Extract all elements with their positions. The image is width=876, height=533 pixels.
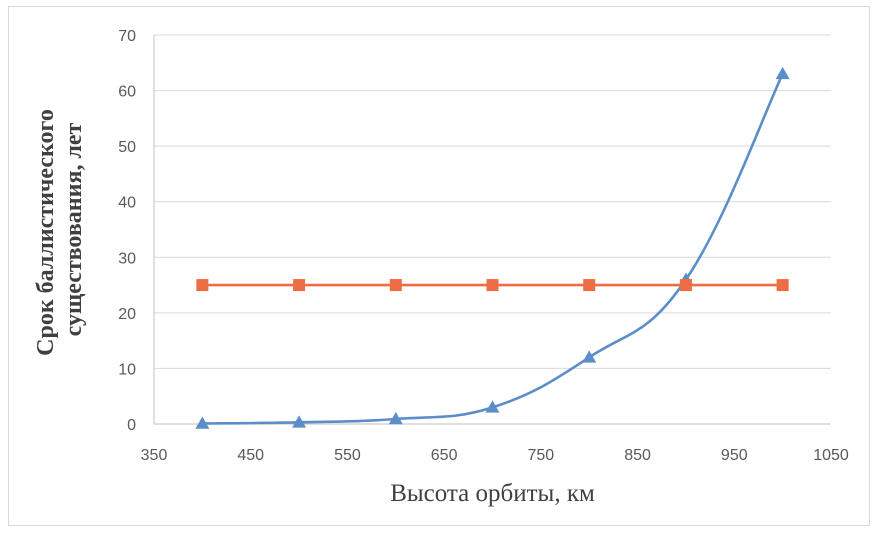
y-tick-label-0: 0 [127, 417, 136, 434]
x-tick-label-650: 650 [431, 447, 458, 464]
y-axis-title: Срок баллистического существования, лет [33, 103, 87, 356]
y-axis-title-line-2: существования, лет [61, 122, 87, 336]
series-0-point-800 [582, 350, 597, 363]
x-tick-labels: 350 450 550 650 750 850 950 1050 [141, 447, 849, 464]
series-0-point-700 [485, 400, 500, 413]
y-axis-title-line-1: Срок баллистического [33, 109, 59, 356]
y-tick-label-30: 30 [118, 250, 136, 267]
data-series [195, 66, 790, 429]
y-tick-label-60: 60 [118, 84, 136, 101]
line-chart: 0 10 20 30 40 50 60 70 350 450 550 650 750 850 950 105… [33, 28, 849, 507]
y-tick-labels: 0 10 20 30 40 50 60 70 [118, 28, 136, 434]
series-1-point-500 [293, 279, 306, 292]
x-axis-title: Высота орбиты, км [390, 480, 595, 507]
series-1-point-700 [486, 279, 499, 292]
x-tick-label-350: 350 [141, 447, 168, 464]
series-1-point-900 [679, 279, 692, 292]
x-tick-label-550: 550 [334, 447, 361, 464]
y-tick-label-10: 10 [118, 361, 136, 378]
y-tick-label-50: 50 [118, 139, 136, 156]
series-0-point-400 [195, 416, 210, 429]
axes [153, 35, 831, 425]
y-tick-label-40: 40 [118, 195, 136, 212]
y-tick-label-20: 20 [118, 306, 136, 323]
x-tick-label-950: 950 [721, 447, 748, 464]
x-tick-label-750: 750 [528, 447, 555, 464]
series-0-line [202, 73, 784, 425]
gridlines [154, 34, 831, 369]
series-1-point-400 [196, 279, 209, 292]
series-1-point-600 [389, 279, 402, 292]
series-0-point-500 [292, 415, 307, 428]
series-1-point-800 [583, 279, 596, 292]
chart-frame: 0 10 20 30 40 50 60 70 350 450 550 650 750 850 950 105… [8, 6, 870, 526]
x-tick-label-450: 450 [237, 447, 264, 464]
series-0-point-1000 [775, 66, 790, 80]
y-tick-label-70: 70 [118, 28, 136, 45]
x-tick-label-1050: 1050 [813, 447, 849, 464]
x-tick-label-850: 850 [624, 447, 651, 464]
series-0-point-600 [388, 411, 403, 425]
series-1-point-1000 [776, 279, 789, 292]
